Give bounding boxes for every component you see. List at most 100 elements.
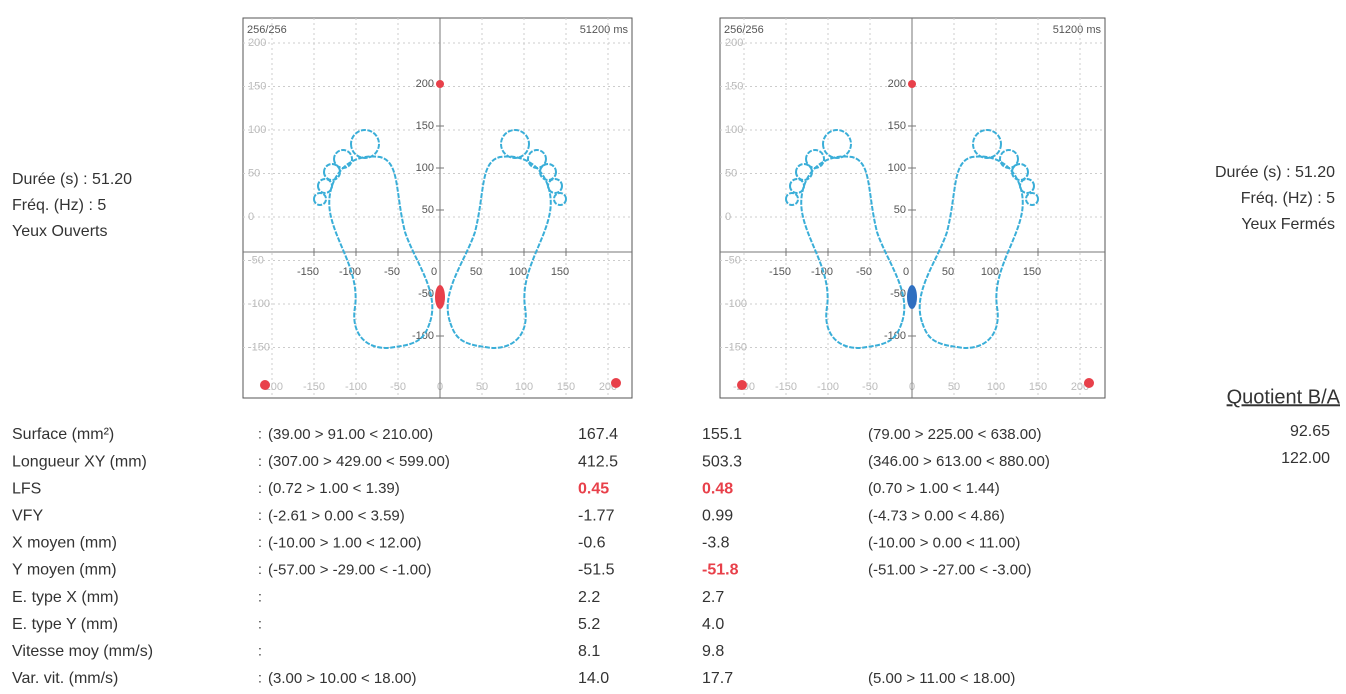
separator: : [258, 670, 262, 686]
toe [547, 178, 563, 194]
frame-x-label: -100 [345, 381, 367, 393]
frame-x-label: -150 [303, 381, 325, 393]
norm-range: (79.00 > 225.00 < 638.00) [868, 426, 1041, 443]
value: 2.7 [702, 589, 724, 606]
sway-trace [907, 285, 917, 309]
x-label: 150 [1023, 266, 1041, 278]
toe [822, 129, 852, 159]
y-label: -50 [418, 288, 434, 300]
toe [789, 178, 805, 194]
marker [908, 80, 916, 88]
frame-y-label: -150 [725, 341, 747, 353]
stabilogram: -200-150-100-50050100150200200150100500-… [242, 17, 633, 399]
toe [539, 163, 557, 181]
frame-x-label: 100 [515, 381, 533, 393]
quotient-value: 92.65 [1290, 423, 1330, 440]
frame-x-label: 150 [557, 381, 575, 393]
y-label: 100 [888, 162, 906, 174]
frame-x-label: 150 [1029, 381, 1047, 393]
toe [1025, 192, 1039, 206]
separator: : [258, 588, 262, 604]
frame-x-label: 50 [948, 381, 960, 393]
foot-outline [918, 129, 1039, 349]
x-label: 150 [551, 266, 569, 278]
value: 503.3 [702, 453, 742, 470]
norm-range: (-10.00 > 1.00 < 12.00) [268, 534, 421, 551]
frame-y-label: 50 [248, 167, 260, 179]
norm-range: (-10.00 > 0.00 < 11.00) [868, 534, 1020, 551]
norm-range: (346.00 > 613.00 < 880.00) [868, 453, 1050, 470]
row-label: X moyen (mm) [12, 535, 117, 552]
frame-y-label: -100 [725, 298, 747, 310]
value: 167.4 [578, 426, 618, 443]
marker [260, 380, 270, 390]
norm-range: (0.70 > 1.00 < 1.44) [868, 480, 1000, 497]
toe [785, 192, 799, 206]
toe [317, 178, 333, 194]
marker [1084, 378, 1094, 388]
foot-outline [446, 129, 567, 349]
row-label: E. type X (mm) [12, 589, 119, 606]
separator: : [258, 507, 262, 523]
x-label: 50 [942, 266, 954, 278]
row-label: Var. vit. (mm/s) [12, 670, 118, 687]
value: 2.2 [578, 589, 600, 606]
separator: : [258, 534, 262, 550]
info-line: Yeux Ouverts [12, 223, 107, 240]
info-line: Yeux Fermés [1241, 216, 1335, 233]
toe [333, 149, 353, 169]
x-label: 0 [431, 266, 437, 278]
frame-x-label: 100 [987, 381, 1005, 393]
toe [972, 129, 1002, 159]
info-line: Durée (s) : 51.20 [12, 171, 132, 188]
value: -0.6 [578, 535, 606, 552]
row-label: LFS [12, 480, 41, 497]
toe [313, 192, 327, 206]
separator: : [258, 615, 262, 631]
row-label: E. type Y (mm) [12, 616, 118, 633]
x-label: -100 [811, 266, 833, 278]
value: 8.1 [578, 643, 600, 660]
frame-y-label: 0 [725, 211, 731, 223]
frame-y-label: -50 [248, 254, 264, 266]
value: 9.8 [702, 643, 724, 660]
norm-range: (3.00 > 10.00 < 18.00) [268, 670, 416, 687]
toe [1011, 163, 1029, 181]
x-label: -150 [769, 266, 791, 278]
separator: : [258, 480, 262, 496]
marker [436, 80, 444, 88]
frame-x-label: -50 [862, 381, 878, 393]
y-label: 200 [416, 78, 434, 90]
value: 14.0 [578, 670, 609, 687]
frame-x-label: -150 [775, 381, 797, 393]
toe [323, 163, 341, 181]
value: 0.48 [702, 480, 733, 497]
info-line: Fréq. (Hz) : 5 [12, 197, 106, 214]
value: 155.1 [702, 426, 742, 443]
norm-range: (-2.61 > 0.00 < 3.59) [268, 507, 405, 524]
separator: : [258, 643, 262, 659]
y-label: 150 [416, 120, 434, 132]
marker [737, 380, 747, 390]
foot-sole [328, 155, 434, 349]
info-line: Durée (s) : 51.20 [1215, 164, 1335, 181]
foot-sole [800, 155, 906, 349]
x-label: 50 [470, 266, 482, 278]
frame-y-label: 100 [248, 124, 266, 136]
norm-range: (0.72 > 1.00 < 1.39) [268, 480, 400, 497]
value: -1.77 [578, 508, 615, 525]
norm-range: (-57.00 > -29.00 < -1.00) [268, 561, 431, 578]
foot-outline [785, 129, 906, 349]
norm-range: (-51.00 > -27.00 < -3.00) [868, 561, 1031, 578]
foot-outline [313, 129, 434, 349]
x-label: 0 [903, 266, 909, 278]
quotient-value: 122.00 [1281, 450, 1330, 467]
x-label: 100 [981, 266, 999, 278]
frame-y-label: 150 [725, 80, 743, 92]
value: 4.0 [702, 616, 724, 633]
row-label: Y moyen (mm) [12, 562, 117, 579]
panel-duration: 51200 ms [1053, 24, 1102, 36]
toe [999, 149, 1019, 169]
value: 5.2 [578, 616, 600, 633]
